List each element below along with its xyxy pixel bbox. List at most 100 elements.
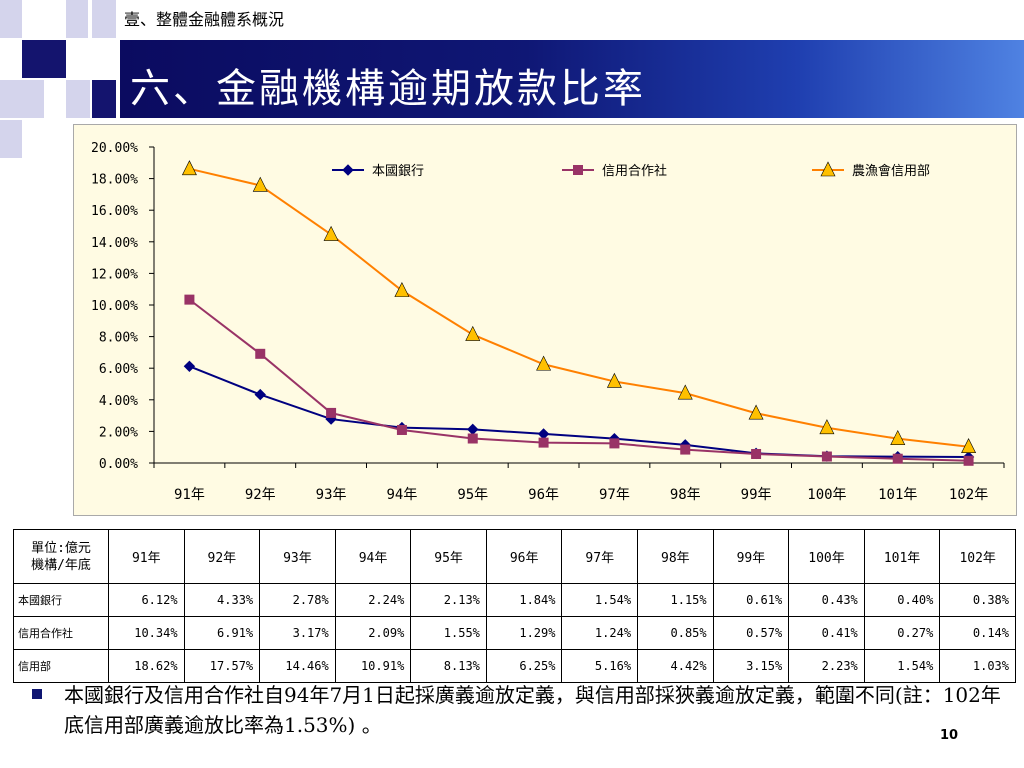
table-column-header: 102年	[939, 529, 1016, 584]
y-tick-label: 14.00%	[91, 236, 138, 251]
table-column-header: 94年	[334, 529, 412, 584]
data-point	[184, 294, 195, 305]
table-cell: 4.42%	[637, 649, 714, 683]
table-cell: 1.03%	[939, 649, 1016, 683]
x-tick-label: 91年	[174, 487, 205, 503]
legend-label: 農漁會信用部	[852, 164, 930, 179]
table-cell: 2.13%	[410, 583, 487, 617]
table-cell: 6.91%	[183, 616, 261, 650]
table-row-label: 信用部	[13, 649, 109, 683]
corner-axis-label: 機構/年底	[31, 557, 91, 573]
y-tick-label: 10.00%	[91, 299, 138, 314]
data-point	[892, 453, 903, 464]
data-point	[394, 281, 410, 297]
table-row: 本國銀行 6.12% 4.33% 2.78% 2.24% 2.13% 1.84% 1.54% 1…	[13, 583, 1016, 617]
data-point	[252, 176, 268, 192]
x-tick-label: 92年	[245, 487, 276, 503]
table-cell: 0.38%	[939, 583, 1016, 617]
series-line-2	[188, 298, 969, 462]
table-cell: 10.91%	[334, 649, 412, 683]
x-tick-label: 97年	[599, 487, 630, 503]
x-tick-label: 96年	[528, 487, 559, 503]
table-cell: 18.62%	[108, 649, 185, 683]
data-point	[537, 428, 550, 440]
data-point	[751, 448, 762, 459]
x-tick-label: 101年	[878, 487, 917, 503]
y-tick-label: 16.00%	[91, 204, 138, 219]
table-column-header: 92年	[183, 529, 261, 584]
data-point	[680, 444, 691, 455]
table-cell: 4.33%	[183, 583, 261, 617]
table-cell: 0.27%	[863, 616, 941, 650]
footnote-text: 本國銀行及信用合作社自94年7月1日起採廣義逾放定義，與信用部採狹義逾放定義，範…	[64, 683, 1001, 737]
table-cell: 1.29%	[485, 616, 563, 650]
table-cell: 6.25%	[485, 649, 563, 683]
y-tick-label: 8.00%	[99, 331, 138, 346]
table-cell: 1.54%	[863, 649, 941, 683]
bullet-icon	[32, 689, 42, 699]
decor-square	[66, 0, 88, 38]
y-tick-label: 0.00%	[99, 457, 138, 472]
data-point	[538, 437, 549, 448]
corner-unit-label: 單位:億元	[31, 540, 91, 556]
y-tick-label: 20.00%	[91, 141, 138, 156]
x-tick-label: 95年	[457, 487, 488, 503]
data-point	[821, 451, 832, 462]
table-header-row: 單位:億元 機構/年底 91年 92年 93年 94年 95年 96年 97年 98年 99年 100…	[13, 529, 1016, 584]
table-cell: 0.41%	[788, 616, 865, 650]
table-cell: 17.57%	[183, 649, 261, 683]
table-cell: 14.46%	[259, 649, 336, 683]
table-column-header: 97年	[561, 529, 639, 584]
x-tick-label: 102年	[949, 487, 988, 503]
legend-marker	[573, 165, 583, 175]
chart-area: 0.00% 2.00% 4.00% 6.00% 8.00% 10.00% 12.00% 14.…	[73, 124, 1017, 516]
decor-square	[0, 120, 22, 158]
section-label: 壹、整體金融體系概況	[124, 10, 285, 29]
decor-square	[92, 0, 116, 38]
data-point	[606, 372, 622, 388]
data-point	[819, 419, 835, 435]
data-point	[323, 225, 339, 241]
data-point	[326, 407, 337, 418]
line-chart: 0.00% 2.00% 4.00% 6.00% 8.00% 10.00% 12.00% 14.…	[91, 141, 1005, 503]
data-point	[748, 404, 764, 420]
page-title: 六、金融機構逾期放款比率	[130, 66, 646, 112]
data-point	[963, 455, 974, 466]
y-tick-label: 2.00%	[99, 425, 138, 440]
table-cell: 5.16%	[561, 649, 639, 683]
table-row: 信用合作社 10.34% 6.91% 3.17% 2.09% 1.55% 1.29% 1.24…	[13, 616, 1016, 650]
data-point	[255, 348, 266, 359]
data-point	[677, 384, 693, 400]
x-tick-label: 94年	[386, 487, 417, 503]
legend-marker	[342, 164, 354, 176]
table-cell: 1.84%	[485, 583, 563, 617]
y-tick-label: 18.00%	[91, 173, 138, 188]
decor-square	[92, 80, 116, 118]
table-cell: 0.40%	[863, 583, 941, 617]
table-cell: 6.12%	[108, 583, 185, 617]
data-point	[465, 325, 481, 341]
legend-label: 本國銀行	[372, 164, 424, 179]
data-point	[396, 424, 407, 435]
data-point	[467, 433, 478, 444]
table-column-header: 93年	[259, 529, 336, 584]
table-cell: 3.17%	[259, 616, 336, 650]
table-column-header: 99年	[712, 529, 790, 584]
data-point	[254, 388, 266, 401]
x-tick-label: 99年	[741, 487, 772, 503]
table-cell: 1.54%	[561, 583, 639, 617]
table-column-header: 100年	[788, 529, 865, 584]
table-column-header: 98年	[637, 529, 714, 584]
table-row: 信用部 18.62% 17.57% 14.46% 10.91% 8.13% 6.25% 5.1…	[13, 649, 1016, 683]
data-point	[961, 438, 977, 454]
table-row-label: 本國銀行	[13, 583, 109, 617]
page-number: 10	[940, 728, 959, 743]
data-point	[609, 438, 620, 449]
table-corner-cell: 單位:億元 機構/年底	[13, 529, 109, 584]
table-column-header: 101年	[863, 529, 941, 584]
table-cell: 0.43%	[788, 583, 865, 617]
decor-square	[22, 40, 66, 78]
table-cell: 0.14%	[939, 616, 1016, 650]
y-tick-label: 6.00%	[99, 362, 138, 377]
table-cell: 1.15%	[637, 583, 714, 617]
